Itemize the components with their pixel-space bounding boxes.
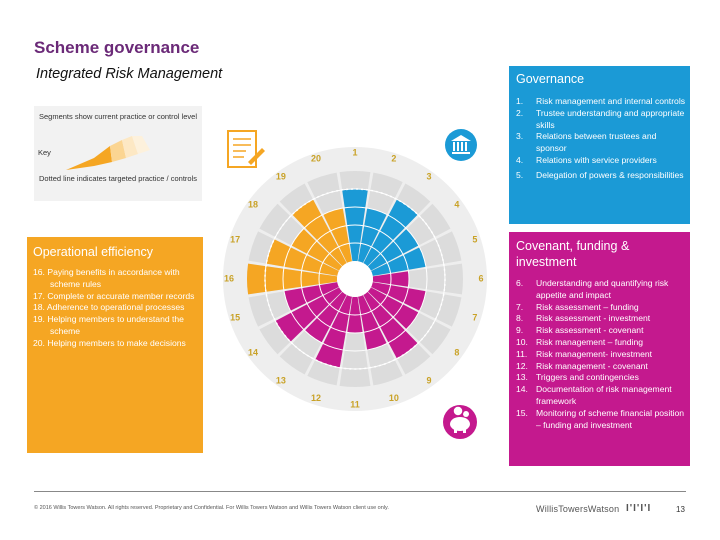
list-item: 11. Risk management- investment bbox=[516, 348, 653, 359]
wheel-segment-20 bbox=[323, 208, 352, 263]
list-item: 10. Risk management – funding bbox=[516, 336, 644, 347]
wheel-label-6: 6 bbox=[478, 273, 483, 283]
page-title: Scheme governance bbox=[34, 38, 200, 57]
wheel-segment-14 bbox=[275, 287, 343, 342]
covenant-list: 6. Understanding and quantifying risk app… bbox=[516, 278, 688, 431]
wheel-segment-background bbox=[339, 296, 371, 387]
list-item: 20. Helping members to make decisions bbox=[33, 337, 186, 348]
wheel-segment-16 bbox=[247, 263, 338, 295]
list-item: 14. Documentation of risk management fram… bbox=[516, 384, 672, 406]
wheel-label-12: 12 bbox=[311, 393, 321, 403]
list-item: 19. Helping members to understand the sc… bbox=[33, 314, 184, 336]
covenant-title: Covenant, funding & investment bbox=[516, 239, 630, 269]
wheel-guide-ring bbox=[318, 242, 392, 316]
page-subtitle: Integrated Risk Management bbox=[36, 66, 223, 82]
list-item: 18. Adherence to operational processes bbox=[33, 302, 185, 313]
list-item: 6. Understanding and quantifying risk app… bbox=[516, 278, 669, 300]
page-number: 13 bbox=[676, 505, 685, 514]
building-icon bbox=[445, 129, 477, 161]
list-item: 7. Risk assessment – funding bbox=[516, 301, 639, 312]
key-label: Key bbox=[38, 148, 51, 157]
governance-title: Governance bbox=[516, 72, 585, 86]
wheel-segments bbox=[223, 147, 487, 411]
wheel-segment-13 bbox=[304, 291, 347, 343]
wheel-label-3: 3 bbox=[427, 171, 432, 181]
wheel-label-15: 15 bbox=[230, 312, 240, 322]
wheel-label-2: 2 bbox=[391, 154, 396, 164]
list-item: 16. Paying benefits in accordance with s… bbox=[33, 267, 180, 289]
list-item: 8. Risk assessment - investment bbox=[516, 313, 651, 324]
wheel-label-5: 5 bbox=[472, 234, 477, 244]
wheel-label-18: 18 bbox=[248, 199, 258, 209]
wheel-label-20: 20 bbox=[311, 154, 321, 164]
wheel-segment-5 bbox=[371, 247, 426, 276]
wheel-segment-19 bbox=[292, 199, 347, 267]
footer-copyright: © 2016 Willis Towers Watson. All rights … bbox=[34, 505, 389, 511]
wheel-segment-7 bbox=[371, 282, 426, 311]
wheel-label-11: 11 bbox=[350, 399, 360, 409]
piggy-bank-icon bbox=[443, 405, 477, 439]
list-item: 2. Trustee understanding and appropriate … bbox=[516, 107, 685, 130]
list-item: 3. Relations between trustees and sponsor bbox=[516, 131, 657, 154]
wheel-label-1: 1 bbox=[352, 147, 357, 157]
wheel-label-10: 10 bbox=[389, 393, 399, 403]
footer-logo-mark: I'I'I'I bbox=[626, 503, 652, 514]
wheel-segment-10 bbox=[358, 295, 387, 350]
list-item: 9. Risk assessment - covenant bbox=[516, 325, 644, 336]
list-item: 13. Triggers and contingencies bbox=[516, 372, 639, 383]
wheel-segment-9 bbox=[363, 291, 418, 359]
operational-efficiency-title: Operational efficiency bbox=[33, 245, 153, 259]
wheel-segment-2 bbox=[358, 208, 387, 263]
governance-list: 1. Risk management and internal controls … bbox=[516, 96, 688, 182]
wheel-hub bbox=[337, 261, 373, 297]
list-item: 12. Risk management - covenant bbox=[516, 360, 648, 371]
governance-panel: Governance 1. Risk management and interna… bbox=[509, 66, 690, 224]
operational-efficiency-list: 16. Paying benefits in accordance with s… bbox=[33, 267, 201, 350]
wheel-segment-18 bbox=[291, 228, 343, 271]
key-dotted-text: Dotted line indicates targeted practice … bbox=[38, 174, 197, 183]
covenant-panel: Covenant, funding & investment 6. Underst… bbox=[509, 232, 690, 466]
wheel-guide-ring bbox=[300, 224, 410, 334]
wheel-label-13: 13 bbox=[276, 375, 286, 385]
wheel-label-8: 8 bbox=[454, 347, 459, 357]
wheel-segment-8 bbox=[367, 287, 419, 330]
list-item: 5. Delegation of powers & responsibilitie… bbox=[516, 169, 684, 180]
wheel-guide-ring bbox=[282, 206, 428, 352]
clipboard-icon bbox=[227, 130, 265, 168]
footer-divider bbox=[34, 491, 686, 492]
list-item: 15. Monitoring of scheme financial positi… bbox=[516, 407, 685, 430]
wheel-segment-15 bbox=[284, 282, 339, 311]
wheel-label-19: 19 bbox=[276, 171, 286, 181]
wheel-label-17: 17 bbox=[230, 234, 240, 244]
footer-logo: WillisTowersWatson bbox=[536, 504, 620, 514]
wheel-segment-3 bbox=[363, 199, 418, 267]
operational-efficiency-panel: Operational efficiency 16. Paying benefi… bbox=[27, 237, 203, 453]
wheel-label-14: 14 bbox=[248, 347, 258, 357]
key-segment-sample-icon bbox=[66, 136, 150, 170]
target-level-dotted-ring bbox=[264, 188, 446, 370]
coin-icon bbox=[452, 405, 464, 417]
key-panel: Segments show current practice or contro… bbox=[34, 106, 202, 201]
wheel-label-4: 4 bbox=[454, 199, 459, 209]
wheel-label-9: 9 bbox=[427, 375, 432, 385]
wheel-segment-background bbox=[372, 263, 463, 295]
list-item: 4. Relations with service providers bbox=[516, 154, 657, 165]
list-item: 1. Risk management and internal controls bbox=[516, 96, 686, 106]
list-item: 17. Complete or accurate member records bbox=[33, 290, 195, 301]
key-segments-text: Segments show current practice or contro… bbox=[39, 112, 197, 121]
wheel-segment-4 bbox=[367, 228, 419, 271]
wheel-label-7: 7 bbox=[472, 312, 477, 322]
wheel-label-16: 16 bbox=[224, 273, 234, 283]
